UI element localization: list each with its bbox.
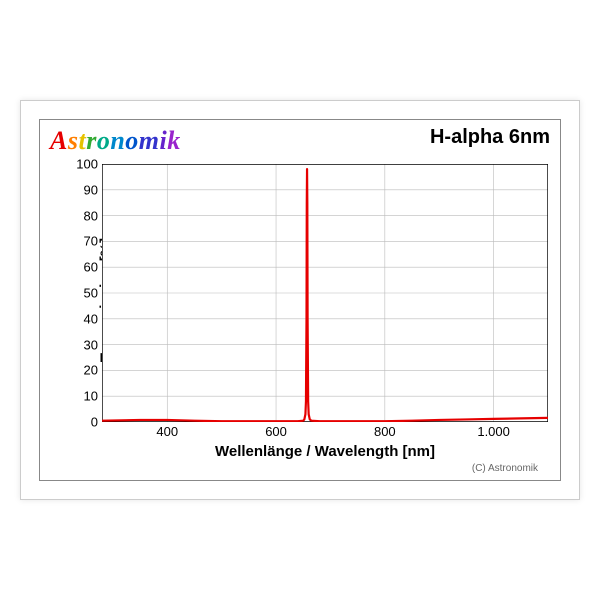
chart-card: Astronomik H-alpha 6nm Transmission [%] … — [20, 100, 580, 500]
plot-area: 01020304050607080901004006008001.000 — [102, 164, 548, 422]
y-tick-label: 10 — [84, 389, 98, 404]
x-tick-label: 1.000 — [477, 424, 510, 439]
chart-subtitle: H-alpha 6nm — [430, 126, 550, 149]
header: Astronomik H-alpha 6nm — [40, 120, 560, 156]
y-tick-label: 50 — [84, 286, 98, 301]
brand-logo: Astronomik — [50, 126, 181, 156]
y-tick-label: 70 — [84, 234, 98, 249]
x-tick-label: 600 — [265, 424, 287, 439]
y-tick-label: 80 — [84, 208, 98, 223]
x-tick-label: 800 — [374, 424, 396, 439]
x-tick-label: 400 — [156, 424, 178, 439]
y-tick-label: 90 — [84, 182, 98, 197]
chart-inner: Astronomik H-alpha 6nm Transmission [%] … — [39, 119, 561, 481]
transmission-line-chart — [102, 164, 548, 422]
copyright-text: (C) Astronomik — [472, 463, 538, 474]
y-tick-label: 60 — [84, 260, 98, 275]
y-tick-label: 100 — [76, 157, 98, 172]
y-tick-label: 0 — [91, 415, 98, 430]
y-tick-label: 40 — [84, 311, 98, 326]
x-axis-label: Wellenlänge / Wavelength [nm] — [102, 443, 548, 460]
y-tick-label: 30 — [84, 337, 98, 352]
y-tick-label: 20 — [84, 363, 98, 378]
